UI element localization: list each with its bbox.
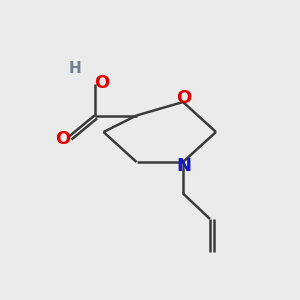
Text: N: N: [176, 157, 191, 175]
Text: H: H: [69, 61, 81, 76]
Text: O: O: [176, 89, 191, 107]
Text: O: O: [94, 74, 110, 92]
Text: O: O: [55, 130, 70, 148]
